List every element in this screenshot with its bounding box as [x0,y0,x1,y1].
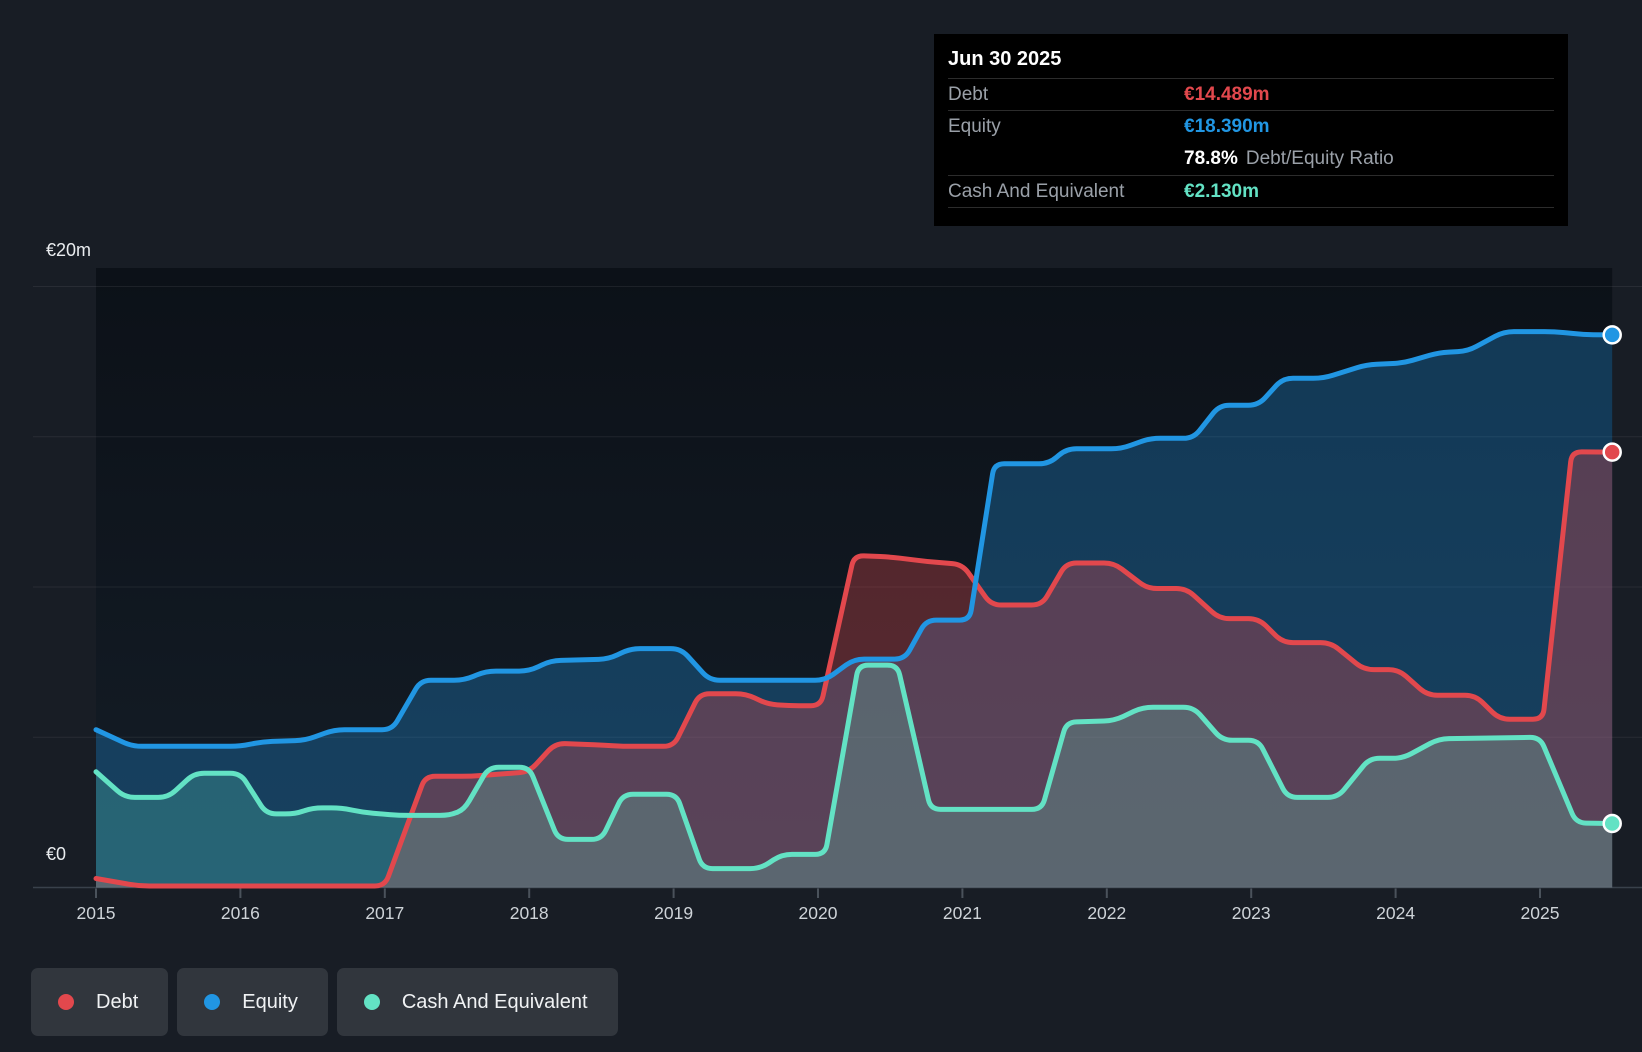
equity-area [96,331,1613,888]
y-axis-label-zero: €0 [46,844,67,864]
legend-item-cash[interactable]: Cash And Equivalent [336,968,618,1036]
tooltip-cash-value: €2.130m [1184,180,1260,202]
cash-end-marker [1602,813,1622,834]
tooltip-debt-value: €14.489m [1184,83,1270,105]
tooltip-row-cash: Cash And Equivalent €2.130m [948,176,1554,208]
x-tick-label: 2025 [1521,903,1560,923]
x-tick-label: 2017 [365,903,404,923]
debt-end-marker [1602,442,1622,462]
equity-end-marker [1602,325,1622,345]
x-tick-label: 2024 [1376,903,1415,923]
legend-equity-label: Equity [242,990,298,1013]
x-tick-label: 2016 [221,903,260,923]
tooltip-date: Jun 30 2025 [948,34,1554,79]
legend-item-equity[interactable]: Equity [177,968,328,1036]
chart-legend: Debt Equity Cash And Equivalent [31,968,618,1036]
debt-line [93,449,1615,889]
debt-legend-dot-icon [58,994,74,1010]
legend-cash-label: Cash And Equivalent [401,990,588,1013]
x-tick-label: 2022 [1087,903,1126,923]
tooltip-row-debt: Debt €14.489m [948,79,1554,111]
legend-debt-label: Debt [96,990,139,1013]
tooltip-cash-label: Cash And Equivalent [948,180,1125,202]
x-tick-label: 2021 [943,903,982,923]
tooltip-equity-label: Equity [948,116,1001,137]
cash-area [96,665,1613,888]
equity-legend-dot-icon [204,994,221,1010]
debt-area [96,451,1613,888]
chart-tooltip: Jun 30 2025 Debt €14.489m Equity €18.390… [934,34,1568,226]
x-tick-label: 2023 [1232,903,1271,923]
y-axis-label-20m: €20m [46,240,92,260]
cash-line [93,662,1615,872]
cash-legend-dot-icon [363,994,380,1010]
x-tick-label: 2020 [799,903,838,923]
x-tick-label: 2015 [77,903,116,923]
tooltip-ratio-value: 78.8% [1184,148,1238,169]
x-tick-label: 2018 [510,903,549,923]
plot-background [96,268,1613,888]
tooltip-row-equity: Equity €18.390m [948,111,1554,143]
legend-item-debt[interactable]: Debt [31,968,169,1036]
tooltip-debt-label: Debt [948,83,989,105]
tooltip-row-ratio: 78.8% Debt/Equity Ratio [948,143,1554,176]
x-tick-label: 2019 [654,903,693,923]
tooltip-equity-value: €18.390m [1184,116,1270,137]
equity-line [93,329,1615,749]
tooltip-ratio-label: Debt/Equity Ratio [1245,148,1394,169]
